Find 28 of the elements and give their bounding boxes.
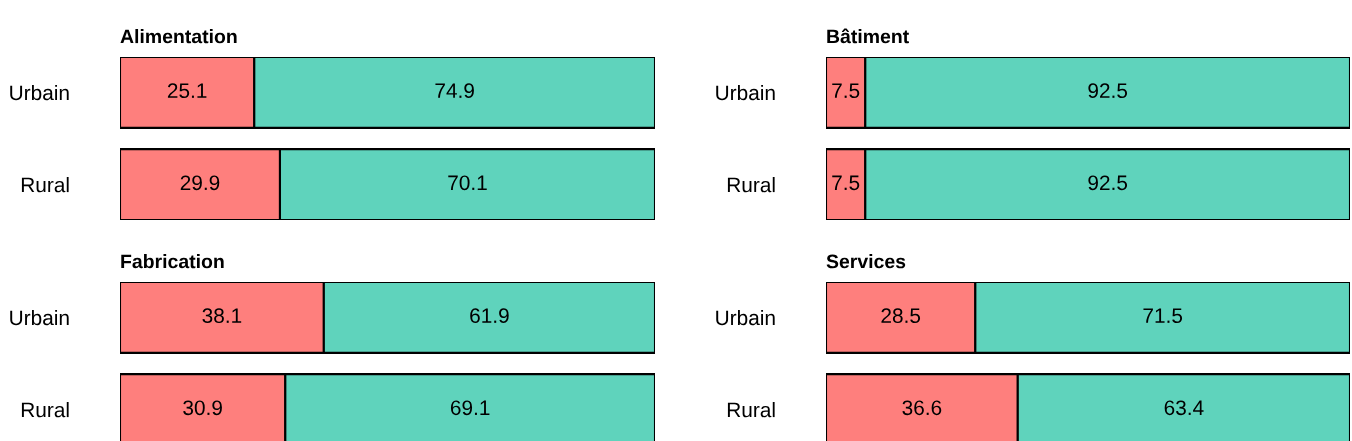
data-label: 61.9 bbox=[470, 308, 509, 324]
y-tick-label: Urbain bbox=[716, 309, 775, 326]
data-label: 92.5 bbox=[1088, 175, 1128, 191]
chart-title: Bâtiment bbox=[827, 28, 909, 44]
chart-title: Services bbox=[826, 254, 906, 269]
data-label: 36.6 bbox=[902, 400, 942, 416]
data-label: 7.5 bbox=[832, 175, 860, 191]
data-label: 63.4 bbox=[1164, 400, 1204, 416]
y-tick-label: Rural bbox=[21, 177, 69, 193]
data-label: 7.5 bbox=[832, 83, 860, 99]
data-label: 70.1 bbox=[448, 175, 487, 191]
data-label: 74.9 bbox=[435, 83, 474, 99]
y-tick-label: Urbain bbox=[716, 84, 775, 101]
y-tick-label: Rural bbox=[727, 402, 775, 418]
data-label: 92.5 bbox=[1088, 83, 1128, 99]
y-tick-label: Rural bbox=[21, 402, 69, 418]
y-tick-label: Urbain bbox=[10, 309, 69, 326]
data-label: 29.9 bbox=[180, 175, 220, 191]
data-label: 28.5 bbox=[881, 308, 921, 324]
data-label: 30.9 bbox=[183, 400, 222, 416]
data-label: 25.1 bbox=[167, 83, 207, 99]
chart-title: Alimentation bbox=[120, 29, 237, 44]
data-label: 71.5 bbox=[1143, 308, 1183, 324]
y-tick-label: Rural bbox=[727, 177, 775, 193]
y-tick-label: Urbain bbox=[10, 84, 69, 101]
data-label: 69.1 bbox=[450, 400, 490, 416]
chart-title: Fabrication bbox=[121, 254, 224, 269]
data-label: 38.1 bbox=[202, 308, 242, 324]
